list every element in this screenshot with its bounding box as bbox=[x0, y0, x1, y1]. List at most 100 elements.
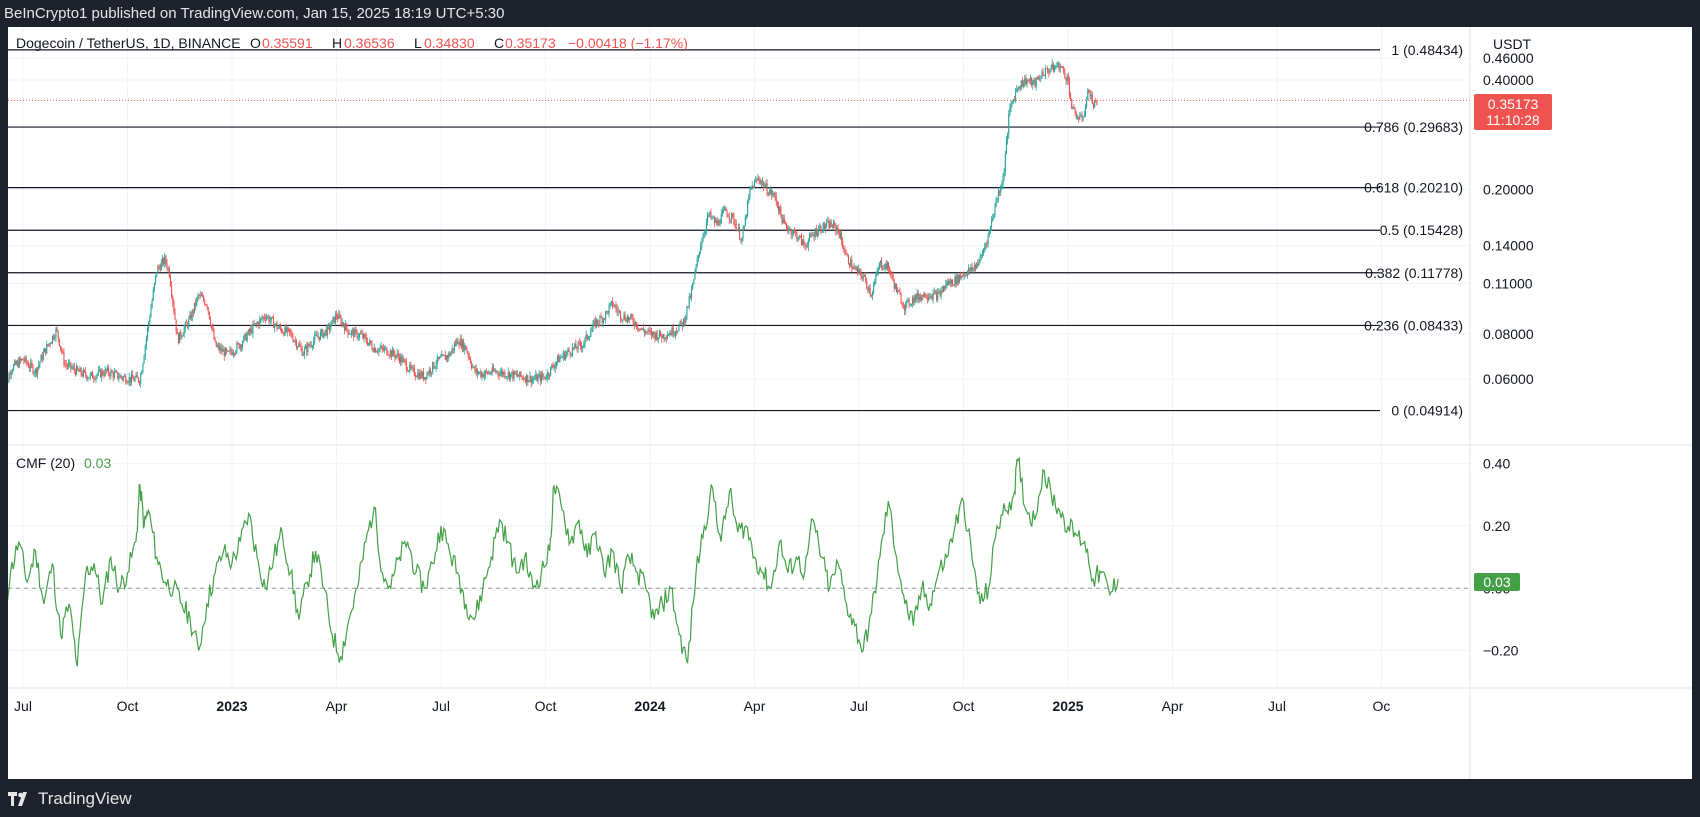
candle-body bbox=[129, 376, 131, 383]
candle-body bbox=[576, 348, 578, 350]
candle-body bbox=[842, 240, 844, 249]
candle-body bbox=[752, 185, 754, 189]
currency-label[interactable]: USDT bbox=[1493, 36, 1532, 52]
candle-body bbox=[176, 331, 178, 334]
candle-body bbox=[29, 367, 31, 368]
candle-body bbox=[327, 325, 330, 327]
candle-body bbox=[299, 344, 301, 347]
candle-body bbox=[757, 177, 759, 181]
candle-body bbox=[753, 181, 756, 189]
candle-body bbox=[883, 268, 885, 270]
candle-body bbox=[821, 231, 823, 233]
candle-body bbox=[358, 333, 360, 337]
chart-svg[interactable]: 1 (0.48434) 0.786 (0.29683) 0.618 (0.20210… bbox=[1, 27, 1692, 779]
candle-body bbox=[769, 189, 772, 192]
candle-body bbox=[969, 268, 971, 272]
candle-body bbox=[433, 362, 435, 369]
candle-body bbox=[891, 274, 893, 275]
candle-body bbox=[1000, 188, 1002, 193]
candle-body bbox=[135, 374, 137, 378]
candle-body bbox=[861, 275, 863, 279]
candle-body bbox=[132, 374, 134, 379]
candle-body bbox=[543, 376, 545, 378]
candle-body bbox=[787, 227, 789, 232]
candle-body bbox=[284, 326, 286, 336]
high-label: H bbox=[332, 35, 342, 51]
candle-body bbox=[180, 331, 182, 338]
candle-body bbox=[1023, 83, 1025, 87]
candle-body bbox=[928, 296, 930, 299]
symbol-label[interactable]: Dogecoin / TetherUS, 1D, BINANCE bbox=[16, 35, 241, 51]
candle-body bbox=[1058, 62, 1060, 70]
chart-panel[interactable]: 1 (0.48434) 0.786 (0.29683) 0.618 (0.20210… bbox=[1, 27, 1692, 779]
candle-body bbox=[104, 369, 106, 376]
candle-body bbox=[347, 329, 349, 335]
candle-body bbox=[108, 367, 110, 374]
candle-body bbox=[389, 350, 391, 356]
candle-body bbox=[332, 317, 334, 320]
candle-body bbox=[404, 359, 406, 362]
candle-body bbox=[669, 332, 671, 335]
candle-body bbox=[815, 229, 817, 236]
candle-body bbox=[885, 263, 887, 270]
cmf-badge-value: 0.03 bbox=[1483, 574, 1510, 590]
candle-body bbox=[157, 266, 159, 273]
candle-body bbox=[820, 226, 822, 232]
candle-body bbox=[1055, 66, 1057, 68]
cmf-value: 0.03 bbox=[84, 455, 111, 471]
candle-body bbox=[913, 297, 915, 303]
candle-body bbox=[280, 328, 283, 333]
candle-body bbox=[1040, 78, 1042, 79]
candle-body bbox=[453, 343, 456, 350]
candle-body bbox=[869, 288, 871, 295]
candle-body bbox=[269, 320, 271, 322]
candle-body bbox=[418, 372, 420, 379]
candle-body bbox=[570, 354, 572, 356]
candle-body bbox=[203, 296, 205, 301]
candle-body bbox=[961, 276, 963, 278]
candle-body bbox=[649, 330, 651, 332]
candle-body bbox=[589, 336, 591, 338]
candle-body bbox=[63, 352, 65, 365]
candle-body bbox=[27, 363, 29, 368]
candle-body bbox=[13, 364, 15, 371]
candle-body bbox=[158, 266, 160, 268]
candle-body bbox=[234, 353, 236, 355]
candle-body bbox=[244, 333, 246, 337]
candle-body bbox=[409, 364, 411, 371]
candle-body bbox=[237, 343, 239, 345]
candle-body bbox=[1037, 77, 1040, 80]
candle-body bbox=[67, 363, 70, 367]
candle-body bbox=[421, 371, 423, 378]
candle-body bbox=[808, 234, 811, 241]
candle-body bbox=[459, 338, 461, 346]
candle-body bbox=[309, 344, 311, 346]
candle-body bbox=[903, 305, 906, 311]
candle-body bbox=[513, 371, 515, 379]
candle-body bbox=[929, 296, 931, 298]
candle-body bbox=[623, 314, 625, 320]
candle-body bbox=[226, 348, 228, 352]
candle-body bbox=[279, 326, 281, 329]
candle-body bbox=[212, 327, 214, 331]
candle-body bbox=[899, 291, 901, 295]
candle-body bbox=[70, 362, 72, 369]
candle-body bbox=[297, 346, 299, 348]
candle-body bbox=[497, 371, 499, 375]
candle-body bbox=[56, 328, 58, 331]
tradingview-logo[interactable]: TradingView bbox=[8, 789, 132, 809]
candle-body bbox=[348, 334, 350, 335]
candle-body bbox=[682, 319, 685, 327]
candle-body bbox=[33, 372, 35, 374]
candle-body bbox=[716, 220, 718, 225]
candle-body bbox=[783, 218, 785, 223]
candle-body bbox=[1086, 99, 1088, 108]
candle-body bbox=[1041, 71, 1043, 79]
candle-body bbox=[942, 285, 945, 292]
candle-body bbox=[318, 336, 320, 340]
candle-body bbox=[755, 179, 757, 182]
candle-body bbox=[814, 229, 816, 238]
candle-body bbox=[656, 332, 658, 340]
cmf-label[interactable]: CMF (20) bbox=[16, 455, 75, 471]
candle-body bbox=[705, 222, 707, 231]
